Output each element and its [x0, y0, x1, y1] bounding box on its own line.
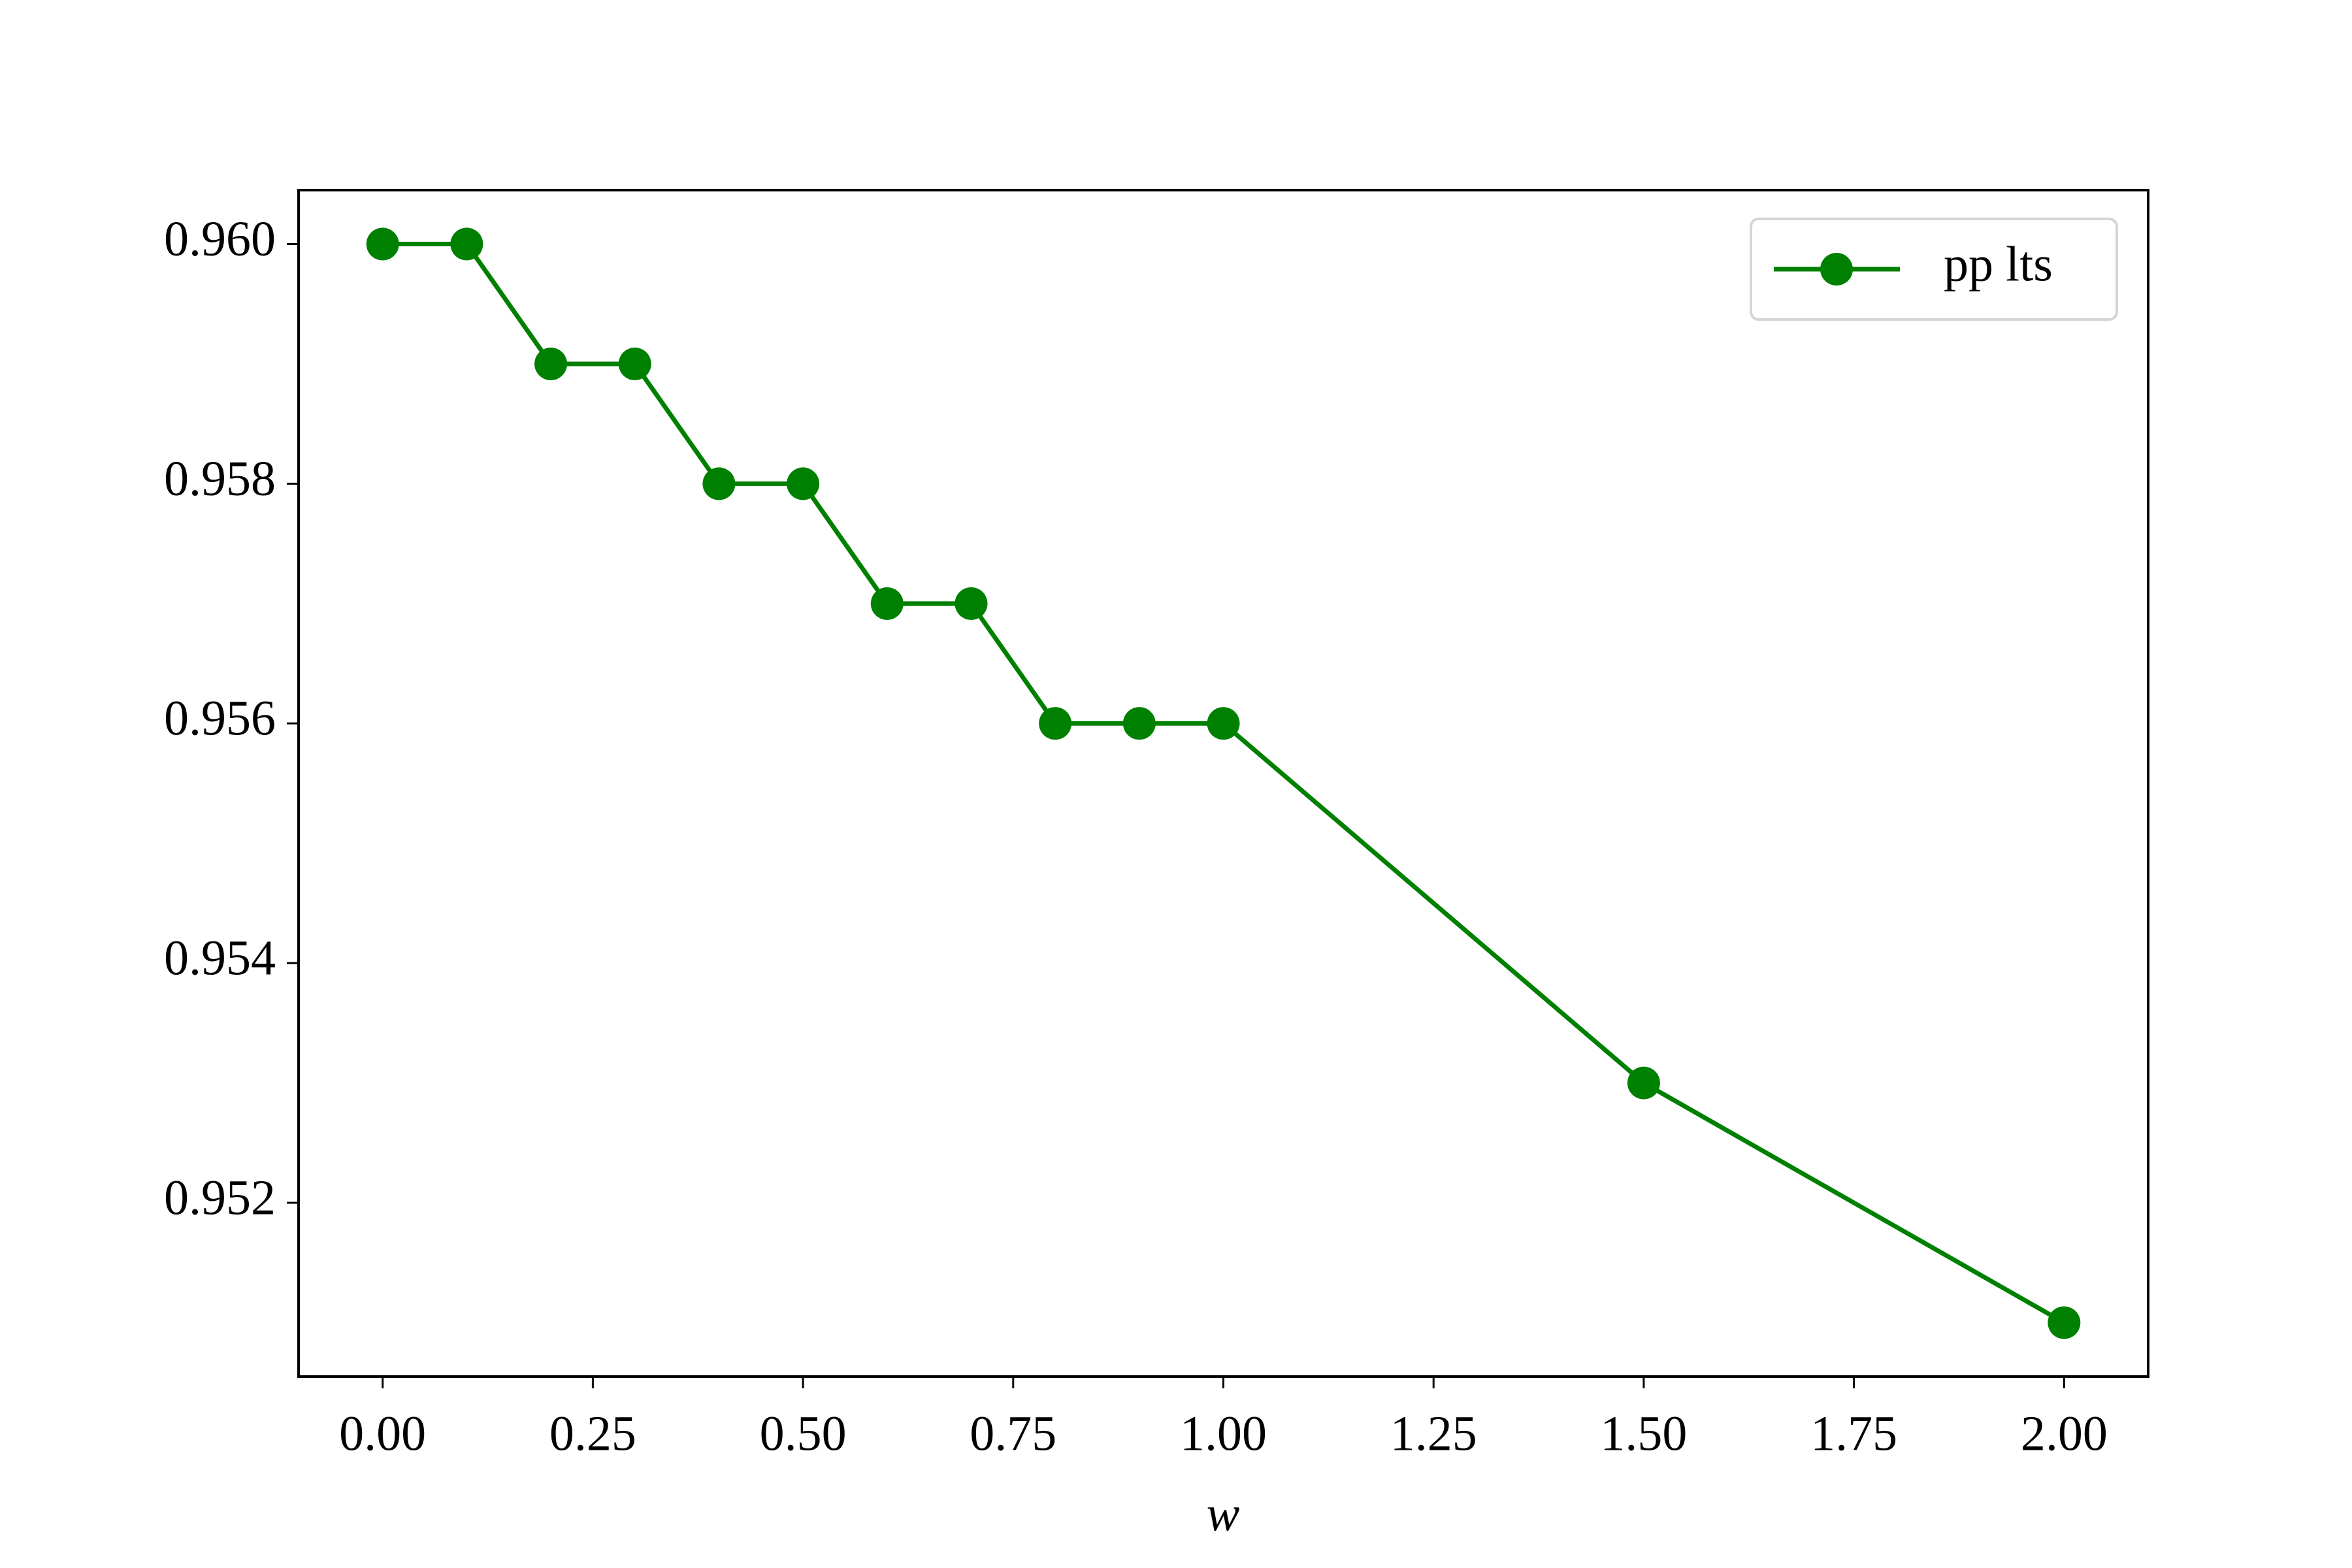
marker: [450, 227, 483, 261]
marker: [1627, 1066, 1660, 1100]
x-tick-label: 0.00: [339, 1406, 426, 1461]
x-tick-label: 0.25: [549, 1406, 636, 1461]
marker: [702, 467, 736, 500]
x-tick-label: 1.25: [1390, 1406, 1477, 1461]
marker: [366, 227, 399, 261]
x-tick-label: 0.50: [760, 1406, 847, 1461]
y-tick-label: 0.952: [164, 1170, 276, 1225]
x-axis-label: w: [1207, 1486, 1240, 1541]
y-tick-label: 0.956: [164, 691, 276, 746]
y-tick-label: 0.954: [164, 931, 276, 986]
x-tick-label: 0.75: [970, 1406, 1056, 1461]
plot-frame: [297, 189, 2149, 1378]
marker: [618, 347, 651, 380]
marker: [1207, 707, 1240, 740]
legend-marker: [1820, 253, 1853, 286]
legend-box: [1750, 218, 2118, 321]
y-tick-label: 0.960: [164, 212, 276, 267]
marker: [1039, 707, 1072, 740]
marker: [870, 587, 904, 620]
marker: [955, 587, 988, 620]
y-tick-label: 0.958: [164, 451, 276, 506]
x-tick-label: 1.75: [1810, 1406, 1897, 1461]
x-tick-label: 2.00: [2021, 1406, 2108, 1461]
marker: [787, 467, 820, 500]
x-tick-label: 1.50: [1600, 1406, 1687, 1461]
marker: [1122, 707, 1156, 740]
marker: [2048, 1306, 2081, 1339]
x-tick-label: 1.00: [1180, 1406, 1267, 1461]
marker: [534, 347, 568, 380]
legend-label: pp lts: [1944, 237, 2053, 291]
